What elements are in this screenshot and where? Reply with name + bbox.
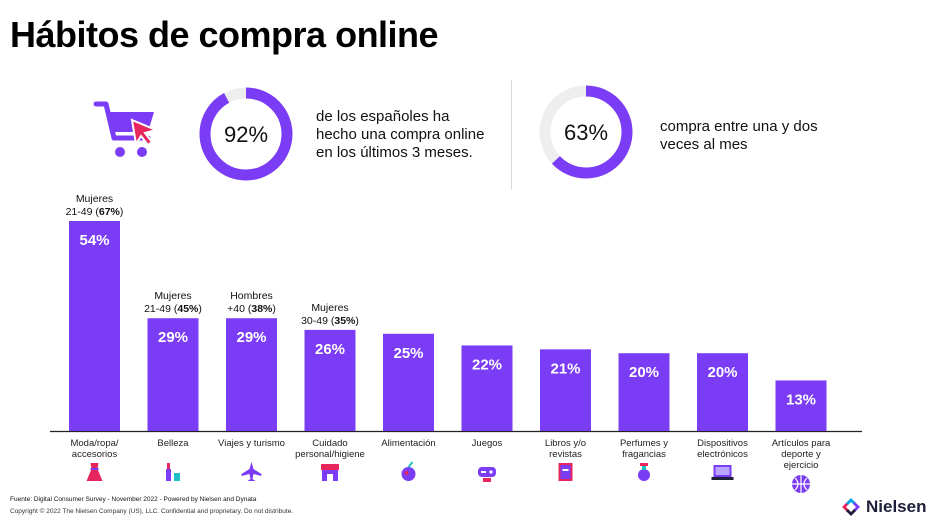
tick-label-8-line1: Perfumes y <box>620 438 668 449</box>
annotation-3-line1: Hombres <box>230 290 273 302</box>
bar-value-3: 29% <box>236 329 266 346</box>
divider <box>511 80 512 190</box>
stat2-line2: veces al mes <box>660 136 748 153</box>
annotation-3-share: 38% <box>251 303 273 315</box>
copyright-note: Copyright © 2022 The Nielsen Company (US… <box>10 508 294 515</box>
tick-label-10-line1: Artículos para <box>772 438 831 449</box>
annotation-4-group: 30-49 ( <box>301 315 335 327</box>
stat1-line3: en los últimos 3 meses. <box>316 144 473 161</box>
annotation-2-share: 45% <box>177 303 199 315</box>
bar-value-7: 21% <box>550 360 580 377</box>
annotation-4-line2: 30-49 (35%) <box>301 315 359 327</box>
stat1-line2: hecho una compra online <box>316 126 485 143</box>
tick-label-7-line1: Libros y/o <box>545 438 586 449</box>
bar-1 <box>69 221 120 431</box>
annotation-3-group: +40 ( <box>227 303 252 315</box>
annotation-2-line1: Mujeres <box>154 290 191 302</box>
bar-value-4: 26% <box>315 341 345 358</box>
ball-icon <box>792 475 810 493</box>
perfume-icon <box>638 463 650 481</box>
page-title: Hábitos de compra online <box>10 14 439 55</box>
store-icon <box>321 464 339 481</box>
tick-label-6-line1: Juegos <box>472 438 503 449</box>
bar-3 <box>226 318 277 431</box>
tick-label-10-line2: deporte y <box>781 449 821 460</box>
tick-label-4-line2: personal/higiene <box>295 449 365 460</box>
food-icon <box>401 461 416 481</box>
bar-6 <box>461 345 513 431</box>
bar-value-9: 20% <box>707 364 737 381</box>
bar-chart: 54% Moda/ropa/accesorios 29% Belleza 29% Viaj… <box>50 193 862 493</box>
bar-7 <box>540 349 591 431</box>
cosmetics-icon <box>166 463 180 481</box>
gamepad-icon <box>478 467 496 482</box>
donut-92-label: 92% <box>224 122 268 147</box>
nielsen-logo-text: Nielsen <box>866 497 927 516</box>
annotation-1-line1: Mujeres <box>76 193 113 205</box>
annotation-2-group: 21-49 ( <box>144 303 178 315</box>
tick-label-2-line1: Belleza <box>157 438 189 449</box>
laptop-icon <box>711 465 734 480</box>
annotation-4-close: ) <box>355 315 359 327</box>
annotation-4-line1: Mujeres <box>311 302 348 314</box>
tick-label-10-line3: ejercicio <box>784 460 819 471</box>
tick-label-4-line1: Cuidado <box>312 438 347 449</box>
tick-label-9-line1: Dispositivos <box>697 438 748 449</box>
tick-label-9-line2: electrónicos <box>697 449 748 460</box>
annotation-3-close: ) <box>272 303 276 315</box>
nielsen-mark-icon <box>842 498 860 516</box>
annotation-1-share: 67% <box>99 206 121 218</box>
donut-63: 63% <box>539 85 633 179</box>
bar-4 <box>304 329 356 431</box>
donut-92: 92% <box>199 87 293 181</box>
donut-63-label: 63% <box>564 120 608 145</box>
tick-label-7-line2: revistas <box>549 449 582 460</box>
annotation-1-group: 21-49 ( <box>66 206 100 218</box>
stat2-line1: compra entre una y dos <box>660 118 818 135</box>
airplane-icon <box>241 462 262 481</box>
bar-value-8: 20% <box>629 364 659 381</box>
stat1-text: de los españoles ha hecho una compra onl… <box>316 108 484 162</box>
annotation-4-share: 35% <box>334 315 356 327</box>
bar-2 <box>147 318 199 431</box>
tick-label-1-line2: accesorios <box>72 449 118 460</box>
bar-value-2: 29% <box>158 329 188 346</box>
shopping-cart-icon <box>93 101 160 157</box>
source-note: Fuente: Digital Consumer Survey - Novemb… <box>10 496 257 503</box>
tick-label-1-line1: Moda/ropa/ <box>70 438 118 449</box>
bar-value-1: 54% <box>79 232 109 249</box>
annotation-2-close: ) <box>198 303 202 315</box>
book-icon <box>558 463 573 481</box>
tick-label-3-line1: Viajes y turismo <box>218 438 285 449</box>
dress-icon <box>86 463 103 481</box>
annotation-1-close: ) <box>120 206 124 218</box>
annotation-2-line2: 21-49 (45%) <box>144 303 202 315</box>
annotation-3-line2: +40 (38%) <box>227 303 276 315</box>
bar-8 <box>618 353 670 431</box>
tick-label-5-line1: Alimentación <box>381 438 435 449</box>
nielsen-logo: Nielsen <box>840 496 926 518</box>
bar-value-10: 13% <box>786 391 816 408</box>
bar-5 <box>383 333 434 431</box>
bar-9 <box>697 353 748 431</box>
annotation-1-line2: 21-49 (67%) <box>66 206 124 218</box>
bar-value-6: 22% <box>472 356 502 373</box>
bar-value-5: 25% <box>393 345 423 362</box>
stat1-line1: de los españoles ha <box>316 108 450 125</box>
bar-10 <box>775 380 827 431</box>
stat2-text: compra entre una y dos veces al mes <box>660 118 818 154</box>
tick-label-8-line2: fragancias <box>622 449 666 460</box>
